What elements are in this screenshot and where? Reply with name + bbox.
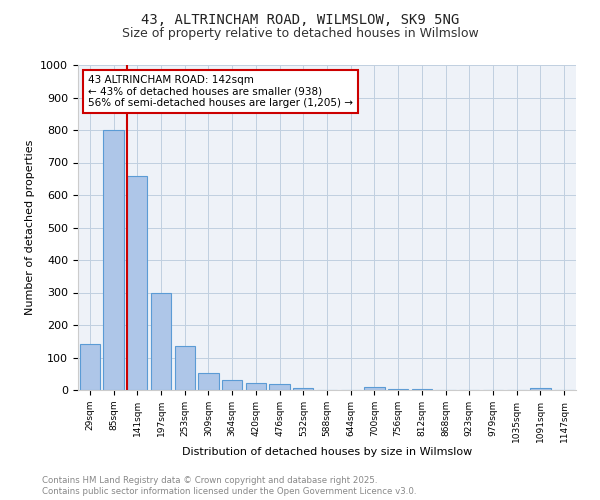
- Bar: [293, 388, 313, 390]
- Bar: [151, 292, 171, 390]
- Text: Contains HM Land Registry data © Crown copyright and database right 2025.: Contains HM Land Registry data © Crown c…: [42, 476, 377, 485]
- X-axis label: Distribution of detached houses by size in Wilmslow: Distribution of detached houses by size …: [182, 448, 472, 458]
- Bar: [246, 383, 266, 390]
- Bar: [269, 384, 290, 390]
- Bar: [127, 176, 148, 390]
- Y-axis label: Number of detached properties: Number of detached properties: [25, 140, 35, 315]
- Bar: [530, 388, 551, 390]
- Text: 43 ALTRINCHAM ROAD: 142sqm
← 43% of detached houses are smaller (938)
56% of sem: 43 ALTRINCHAM ROAD: 142sqm ← 43% of deta…: [88, 74, 353, 108]
- Bar: [175, 346, 195, 390]
- Bar: [103, 130, 124, 390]
- Text: Size of property relative to detached houses in Wilmslow: Size of property relative to detached ho…: [122, 28, 478, 40]
- Bar: [199, 373, 218, 390]
- Bar: [222, 380, 242, 390]
- Text: 43, ALTRINCHAM ROAD, WILMSLOW, SK9 5NG: 43, ALTRINCHAM ROAD, WILMSLOW, SK9 5NG: [141, 12, 459, 26]
- Text: Contains public sector information licensed under the Open Government Licence v3: Contains public sector information licen…: [42, 487, 416, 496]
- Bar: [364, 388, 385, 390]
- Bar: [80, 344, 100, 390]
- Bar: [388, 389, 408, 390]
